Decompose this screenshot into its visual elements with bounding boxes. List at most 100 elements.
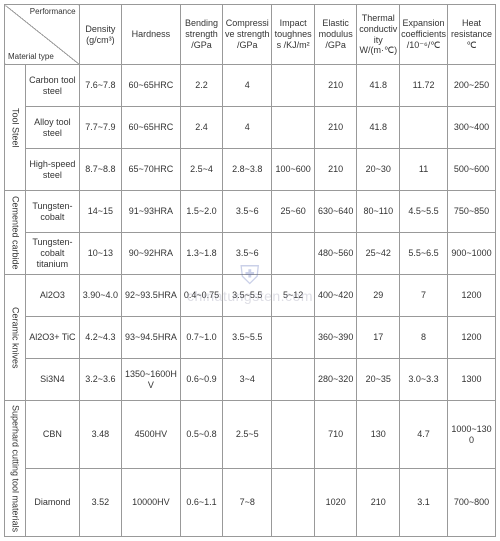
data-cell: 200~250 — [448, 65, 496, 107]
col-density: Density (g/cm³) — [79, 5, 122, 65]
material-label: Si3N4 — [26, 359, 79, 401]
data-cell — [272, 107, 315, 149]
data-cell: 91~93HRA — [122, 191, 181, 233]
data-cell: 300~400 — [448, 107, 496, 149]
data-cell: 1.5~2.0 — [180, 191, 223, 233]
data-cell: 7.6~7.8 — [79, 65, 122, 107]
data-cell: 900~1000 — [448, 233, 496, 275]
data-cell: 2.4 — [180, 107, 223, 149]
data-cell: 0.7~1.0 — [180, 317, 223, 359]
data-cell: 210 — [314, 65, 357, 107]
table-row: Superhard cutting tool materialsCBN3.484… — [5, 401, 496, 469]
data-cell: 2.5~4 — [180, 149, 223, 191]
data-cell: 7~8 — [223, 469, 272, 537]
data-cell: 14~15 — [79, 191, 122, 233]
data-cell: 10000HV — [122, 469, 181, 537]
data-cell: 65~70HRC — [122, 149, 181, 191]
data-cell: 210 — [314, 107, 357, 149]
data-cell: 41.8 — [357, 65, 400, 107]
data-cell: 80~110 — [357, 191, 400, 233]
data-cell: 92~93.5HRA — [122, 275, 181, 317]
material-label: Diamond — [26, 469, 79, 537]
table-row: Al2O3+ TiC4.2~4.393~94.5HRA0.7~1.03.5~5.… — [5, 317, 496, 359]
data-cell: 1020 — [314, 469, 357, 537]
material-label: CBN — [26, 401, 79, 469]
data-cell: 20~35 — [357, 359, 400, 401]
data-cell: 11 — [400, 149, 448, 191]
material-label: Carbon tool steel — [26, 65, 79, 107]
data-cell: 17 — [357, 317, 400, 359]
data-cell: 280~320 — [314, 359, 357, 401]
col-compress: Compressive strength /GPa — [223, 5, 272, 65]
data-cell: 3.52 — [79, 469, 122, 537]
data-cell: 0.5~0.8 — [180, 401, 223, 469]
data-cell: 8.7~8.8 — [79, 149, 122, 191]
table-row: Cemented carbideTungsten-cobalt14~1591~9… — [5, 191, 496, 233]
data-cell: 210 — [357, 469, 400, 537]
data-cell: 5.5~6.5 — [400, 233, 448, 275]
group-label: Tool Steel — [5, 65, 26, 191]
data-cell: 1200 — [448, 317, 496, 359]
data-cell: 3~4 — [223, 359, 272, 401]
data-cell — [272, 359, 315, 401]
header-perf-label: Performance — [30, 7, 76, 17]
col-elastic: Elastic modulus /GPa — [314, 5, 357, 65]
data-cell: 3.2~3.6 — [79, 359, 122, 401]
data-cell: 0.6~1.1 — [180, 469, 223, 537]
data-cell: 210 — [314, 149, 357, 191]
data-cell: 10~13 — [79, 233, 122, 275]
data-cell: 100~600 — [272, 149, 315, 191]
data-cell — [272, 65, 315, 107]
material-label: Tungsten-cobalt — [26, 191, 79, 233]
data-cell: 500~600 — [448, 149, 496, 191]
col-hardness: Hardness — [122, 5, 181, 65]
data-cell: 3.5~6 — [223, 233, 272, 275]
col-expansion: Expansion coefficients /10⁻⁶/℃ — [400, 5, 448, 65]
data-cell: 630~640 — [314, 191, 357, 233]
group-label: Cemented carbide — [5, 191, 26, 275]
data-cell — [272, 401, 315, 469]
data-cell: 20~30 — [357, 149, 400, 191]
data-cell: 60~65HRC — [122, 107, 181, 149]
col-heat: Heat resistance ℃ — [448, 5, 496, 65]
material-label: Al2O3+ TiC — [26, 317, 79, 359]
data-cell: 1350~1600HV — [122, 359, 181, 401]
table-row: Alloy tool steel7.7~7.960~65HRC2.4421041… — [5, 107, 496, 149]
materials-table: Performance Material type Density (g/cm³… — [4, 4, 496, 537]
data-cell: 4 — [223, 65, 272, 107]
data-cell: 4.5~5.5 — [400, 191, 448, 233]
data-cell: 25~60 — [272, 191, 315, 233]
data-cell: 3.5~5.5 — [223, 317, 272, 359]
data-cell — [400, 107, 448, 149]
data-cell — [272, 233, 315, 275]
data-cell: 750~850 — [448, 191, 496, 233]
data-cell: 3.5~6 — [223, 191, 272, 233]
data-cell: 400~420 — [314, 275, 357, 317]
data-cell: 2.8~3.8 — [223, 149, 272, 191]
header-diag: Performance Material type — [5, 5, 80, 65]
material-label: Alloy tool steel — [26, 107, 79, 149]
table-row: Si3N43.2~3.61350~1600HV0.6~0.93~4 280~320… — [5, 359, 496, 401]
data-cell: 1300 — [448, 359, 496, 401]
data-cell: 0.6~0.9 — [180, 359, 223, 401]
data-cell: 3.5~5.5 — [223, 275, 272, 317]
data-cell: 29 — [357, 275, 400, 317]
data-cell — [272, 469, 315, 537]
data-cell: 1000~1300 — [448, 401, 496, 469]
data-cell: 3.1 — [400, 469, 448, 537]
data-cell: 25~42 — [357, 233, 400, 275]
data-cell: 5~12 — [272, 275, 315, 317]
data-cell: 3.48 — [79, 401, 122, 469]
col-thermal: Thermal conductivity W/(m·℃) — [357, 5, 400, 65]
data-cell: 4 — [223, 107, 272, 149]
data-cell: 11.72 — [400, 65, 448, 107]
data-cell: 360~390 — [314, 317, 357, 359]
data-cell: 480~560 — [314, 233, 357, 275]
data-cell: 710 — [314, 401, 357, 469]
data-cell: 3.90~4.0 — [79, 275, 122, 317]
data-cell: 90~92HRA — [122, 233, 181, 275]
data-cell: 1.3~1.8 — [180, 233, 223, 275]
material-label: High-speed steel — [26, 149, 79, 191]
data-cell: 0.4~0.75 — [180, 275, 223, 317]
table-row: High-speed steel8.7~8.865~70HRC2.5~42.8~… — [5, 149, 496, 191]
